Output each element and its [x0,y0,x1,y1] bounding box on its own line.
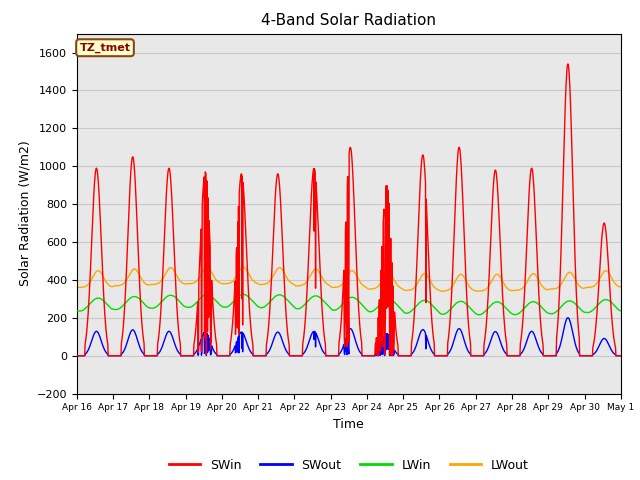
LWout [287,280,294,286]
Line: LWin: LWin [77,294,621,315]
LWin [570,299,577,305]
LWout [193,278,201,284]
LWin [433,307,440,312]
SWout [432,353,440,359]
SWin [522,268,529,274]
SWout [564,315,572,321]
LWout [570,273,577,278]
LWin [287,300,294,306]
SWin [193,312,201,317]
Line: SWin: SWin [77,64,621,356]
LWout [433,286,440,292]
LWout [437,288,445,294]
SWout [617,353,625,359]
SWin [300,336,307,342]
SWin [432,353,440,359]
Line: LWout: LWout [77,267,621,291]
LWin [73,308,81,313]
LWout [203,264,211,270]
X-axis label: Time: Time [333,418,364,431]
SWin [569,180,577,185]
SWin [617,353,625,359]
SWin [564,61,572,67]
LWout [300,281,308,287]
Legend: SWin, SWout, LWin, LWout: SWin, SWout, LWin, LWout [164,454,534,477]
Title: 4-Band Solar Radiation: 4-Band Solar Radiation [261,13,436,28]
LWout [522,280,530,286]
LWout [617,284,625,289]
SWout [287,353,294,359]
SWin [287,353,294,359]
SWout [73,353,81,359]
SWout [300,351,307,357]
SWout [522,342,529,348]
LWin [617,308,625,314]
LWin [300,302,308,308]
LWin [475,312,483,318]
Text: TZ_tmet: TZ_tmet [79,43,131,53]
SWin [73,353,81,359]
SWout [569,330,577,336]
LWin [239,291,247,297]
LWin [193,299,201,305]
LWout [73,285,81,290]
LWin [522,303,530,309]
Line: SWout: SWout [77,318,621,356]
Y-axis label: Solar Radiation (W/m2): Solar Radiation (W/m2) [18,141,31,287]
SWout [193,348,201,353]
